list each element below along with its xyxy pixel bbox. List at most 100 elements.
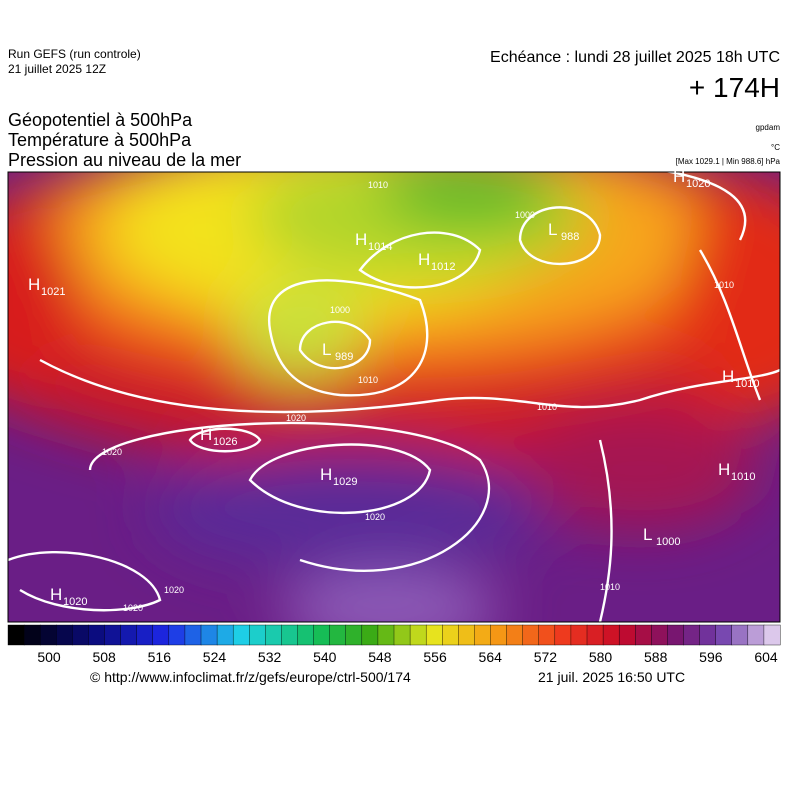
isobar-label: 1020 bbox=[365, 512, 385, 522]
colorbar-cell bbox=[618, 624, 636, 646]
colorbar-tick-label: 572 bbox=[534, 649, 558, 665]
pressure-center-value: 988 bbox=[561, 231, 579, 243]
colorbar-cell bbox=[152, 624, 170, 646]
pressure-center-value: 1000 bbox=[656, 536, 680, 548]
colorbar-cell bbox=[409, 624, 427, 646]
pressure-center-value: 1020 bbox=[63, 596, 87, 608]
colorbar-cell bbox=[667, 624, 685, 646]
colorbar-cell bbox=[635, 624, 652, 646]
pressure-center-type: H bbox=[320, 465, 332, 484]
colorbar-tick-label: 556 bbox=[423, 649, 447, 665]
colorbar-cell bbox=[763, 624, 781, 646]
pressure-center-value: 1012 bbox=[431, 261, 455, 273]
valid-time: Echéance : lundi 28 juillet 2025 18h UTC bbox=[490, 49, 780, 66]
colorbar-cell bbox=[216, 624, 234, 646]
colorbar-cell bbox=[329, 624, 347, 646]
colorbar-cell bbox=[554, 624, 572, 646]
colorbar-cell bbox=[747, 624, 765, 646]
colorbar-cell bbox=[281, 624, 298, 646]
pressure-center-type: H bbox=[722, 367, 734, 386]
colorbar-tick-label: 516 bbox=[148, 649, 172, 665]
colorbar-cell bbox=[72, 624, 89, 646]
colorbar-cell bbox=[442, 624, 459, 646]
colorbar-cell bbox=[200, 624, 218, 646]
pressure-center-type: H bbox=[355, 230, 367, 249]
isobar-label: 1020 bbox=[123, 603, 143, 613]
colorbar-cell bbox=[538, 624, 556, 646]
colorbar: 500 508 516 524 532 540 548 556 564 572 580 588 596 6… bbox=[7, 624, 781, 665]
isobar-label: 1000 bbox=[515, 210, 535, 220]
colorbar-cell bbox=[683, 624, 701, 646]
colorbar-tick-label: 564 bbox=[479, 649, 503, 665]
pressure-center-value: 1026 bbox=[213, 436, 237, 448]
colorbar-cell bbox=[506, 624, 524, 646]
isobars bbox=[8, 172, 780, 622]
field-name: Géopotentiel à 500hPa bbox=[8, 110, 193, 130]
map-field bbox=[8, 172, 780, 622]
colorbar-tick-label: 508 bbox=[92, 649, 116, 665]
colorbar-cell bbox=[602, 624, 620, 646]
source-url: © http://www.infoclimat.fr/z/gefs/europe… bbox=[90, 669, 411, 685]
colorbar-tick-label: 548 bbox=[368, 649, 392, 665]
isobar-label: 1020 bbox=[164, 585, 184, 595]
colorbar-cell bbox=[361, 624, 379, 646]
pressure-range: [Max 1029.1 | Min 988.6] hPa bbox=[676, 157, 781, 166]
pressure-center-type: H bbox=[718, 460, 730, 479]
colorbar-cell bbox=[184, 624, 202, 646]
run-date: 21 juillet 2025 12Z bbox=[8, 62, 106, 76]
colorbar-cell bbox=[249, 624, 266, 646]
isobar-label: 1010 bbox=[714, 280, 734, 290]
pressure-center-type: L bbox=[322, 340, 331, 359]
colorbar-cell bbox=[23, 624, 41, 646]
field-name: Température à 500hPa bbox=[8, 130, 192, 150]
pressure-center-type: L bbox=[643, 525, 652, 544]
colorbar-cell bbox=[393, 624, 411, 646]
colorbar-cell bbox=[297, 624, 315, 646]
colorbar-cell bbox=[570, 624, 588, 646]
pressure-center-value: 1014 bbox=[368, 241, 392, 253]
colorbar-tick-label: 532 bbox=[258, 649, 282, 665]
isobar-label: 1020 bbox=[286, 413, 306, 423]
isobar-label: 1000 bbox=[330, 305, 350, 315]
colorbar-cell bbox=[265, 624, 282, 646]
run-name: Run GEFS (run controle) bbox=[8, 47, 141, 61]
isobar-label: 1010 bbox=[600, 582, 620, 592]
colorbar-cell bbox=[699, 624, 717, 646]
unit: °C bbox=[771, 143, 780, 152]
pressure-center-type: H bbox=[50, 585, 62, 604]
isobar-label: 1010 bbox=[358, 375, 378, 385]
colorbar-tick-label: 588 bbox=[644, 649, 668, 665]
generated-time: 21 juil. 2025 16:50 UTC bbox=[538, 669, 685, 685]
colorbar-cell bbox=[120, 624, 138, 646]
unit: gpdam bbox=[756, 123, 781, 132]
pressure-center-type: L bbox=[548, 220, 557, 239]
pressure-center-value: 1020 bbox=[686, 178, 710, 190]
pressure-center-value: 989 bbox=[335, 351, 353, 363]
pressure-center-value: 1021 bbox=[41, 286, 65, 298]
colorbar-cell bbox=[104, 624, 122, 646]
colorbar-cell bbox=[313, 624, 331, 646]
colorbar-tick-label: 604 bbox=[754, 649, 778, 665]
colorbar-cell bbox=[715, 624, 733, 646]
colorbar-cell bbox=[474, 624, 491, 646]
pressure-center-value: 1029 bbox=[333, 476, 357, 488]
colorbar-cell bbox=[7, 624, 25, 646]
colorbar-cell bbox=[345, 624, 363, 646]
pressure-center-type: H bbox=[418, 250, 430, 269]
colorbar-cell bbox=[232, 624, 250, 646]
isobar-label: 1010 bbox=[368, 180, 388, 190]
lead-time: + 174H bbox=[689, 72, 780, 103]
colorbar-tick-label: 524 bbox=[203, 649, 227, 665]
colorbar-cell bbox=[586, 624, 604, 646]
isobar-label: 1010 bbox=[537, 402, 557, 412]
pressure-center-value: 1010 bbox=[731, 471, 755, 483]
colorbar-tick-label: 596 bbox=[699, 649, 723, 665]
field-name: Pression au niveau de la mer bbox=[8, 150, 241, 170]
colorbar-cell bbox=[651, 624, 668, 646]
pressure-center-type: H bbox=[673, 167, 685, 186]
colorbar-cell bbox=[136, 624, 154, 646]
colorbar-cell bbox=[88, 624, 105, 646]
colorbar-tick-label: 580 bbox=[589, 649, 613, 665]
colorbar-cell bbox=[731, 624, 749, 646]
